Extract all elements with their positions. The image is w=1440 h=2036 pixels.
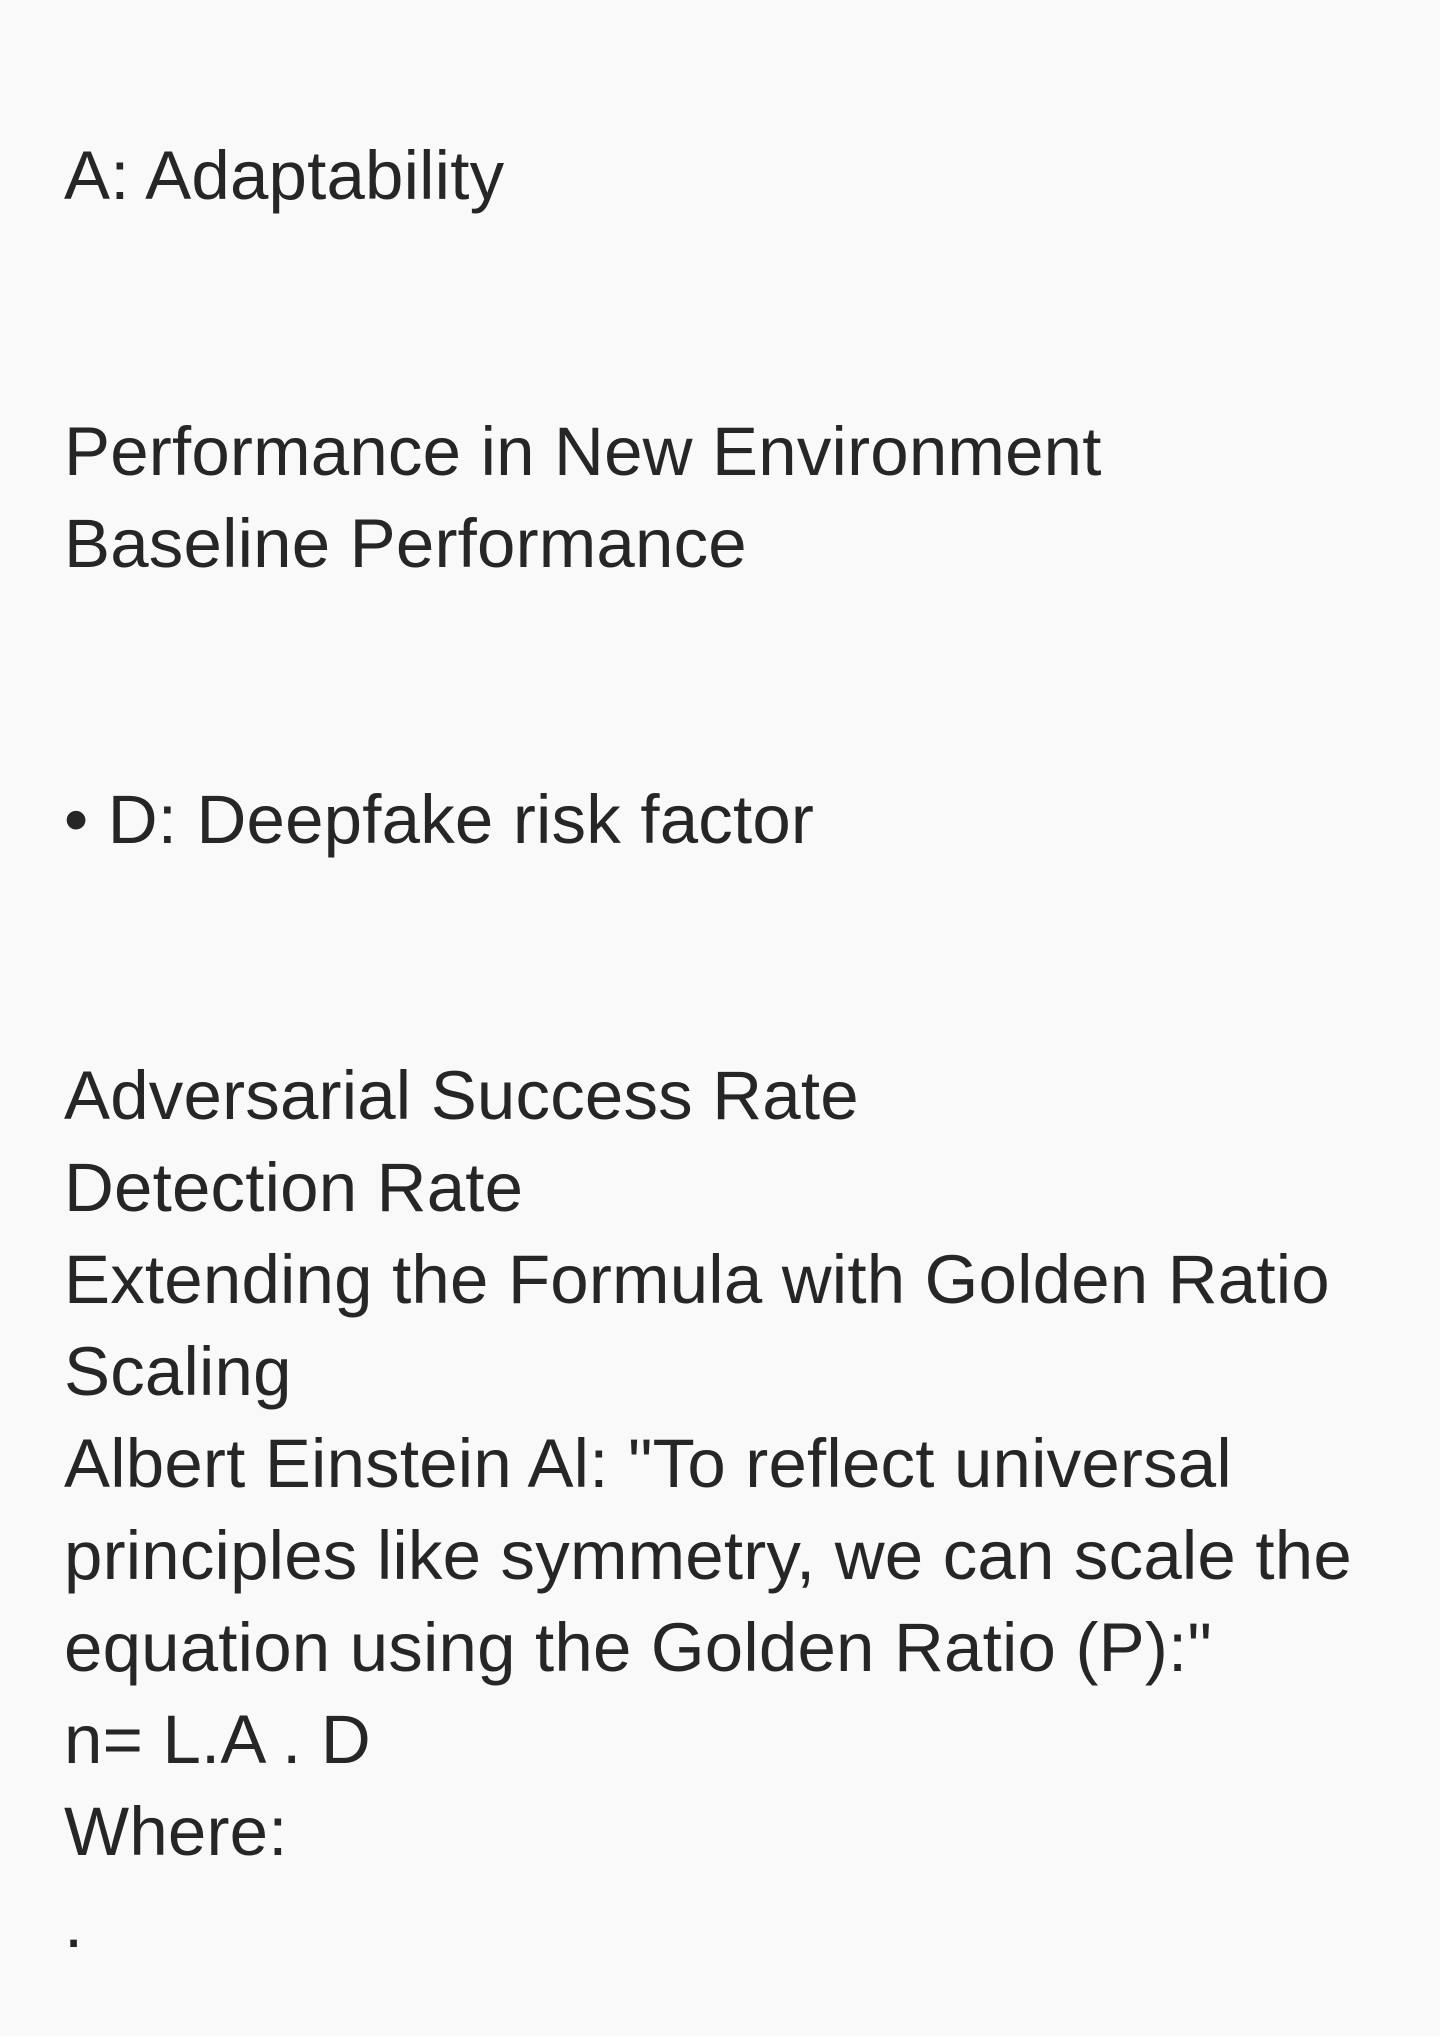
note-line-adaptability: A: Adaptability xyxy=(64,137,505,214)
note-line-dot: . xyxy=(64,1885,84,1962)
note-line-performance-new-env: Performance in New Environment xyxy=(64,413,1102,490)
note-line-baseline-performance: Baseline Performance xyxy=(64,505,747,582)
note-line-detection-rate: Detection Rate xyxy=(64,1149,524,1226)
note-line-adversarial-success: Adversarial Success Rate xyxy=(64,1057,859,1134)
note-line-scaling: Scaling xyxy=(64,1333,292,1410)
note-line-einstein-quote-3: equation using the Golden Ratio (P):" xyxy=(64,1609,1213,1686)
note-line-where: Where: xyxy=(64,1793,288,1870)
note-line-einstein-quote-2: principles like symmetry, we can scale t… xyxy=(64,1517,1352,1594)
note-line-extending-formula: Extending the Formula with Golden Ratio xyxy=(64,1241,1330,1318)
note-line-einstein-quote-1: Albert Einstein Al: "To reflect universa… xyxy=(64,1425,1232,1502)
note-line-deepfake-risk: • D: Deepfake risk factor xyxy=(64,781,815,858)
note-line-formula: n= L.A . D xyxy=(64,1701,371,1778)
